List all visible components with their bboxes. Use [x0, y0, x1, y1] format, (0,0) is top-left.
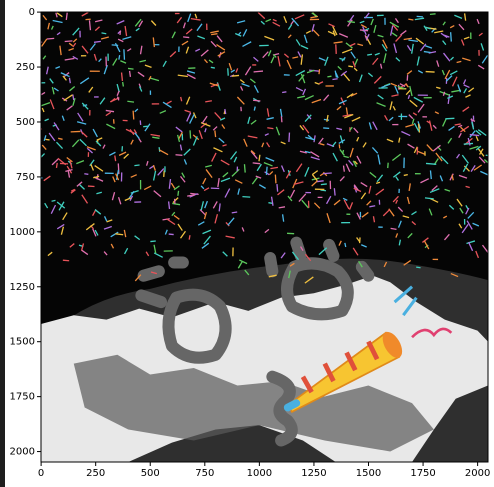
x-tick-label: 2000: [465, 468, 490, 479]
confetti-piece: [94, 41, 101, 42]
confetti-piece: [63, 260, 69, 261]
confetti-piece: [102, 33, 107, 34]
confetti-piece: [66, 13, 67, 20]
x-tick-label: 1500: [356, 468, 381, 479]
x-tick-label: 1000: [247, 468, 272, 479]
confetti-piece: [321, 184, 327, 185]
confetti-piece: [183, 37, 189, 38]
confetti-piece: [34, 141, 42, 147]
confetti-piece: [327, 76, 331, 77]
x-tick-label: 750: [195, 468, 214, 479]
confetti-piece: [189, 235, 190, 239]
x-tick-label: 250: [86, 468, 105, 479]
confetti-piece: [424, 52, 431, 53]
confetti-piece: [128, 68, 134, 69]
window-edge: [0, 0, 5, 487]
x-tick-label: 1750: [410, 468, 435, 479]
confetti-piece: [404, 175, 408, 176]
confetti-piece: [348, 66, 353, 67]
confetti-piece: [119, 55, 120, 60]
confetti-piece: [259, 155, 260, 162]
confetti-piece: [232, 75, 239, 76]
confetti-piece: [451, 32, 452, 41]
confetti-piece: [133, 111, 134, 120]
confetti-piece: [45, 139, 49, 140]
confetti-piece: [47, 38, 54, 39]
confetti-piece: [73, 94, 74, 100]
confetti-piece: [164, 170, 165, 177]
page: 0250500750100012501500175020000250500750…: [0, 0, 494, 487]
confetti-piece: [320, 190, 326, 191]
confetti-piece: [275, 175, 276, 184]
confetti-piece: [334, 188, 335, 195]
confetti-piece: [343, 166, 344, 172]
confetti-piece: [169, 201, 170, 209]
confetti-piece: [332, 79, 337, 80]
confetti-piece: [134, 165, 139, 166]
y-tick-label: 250: [16, 62, 35, 73]
confetti-piece: [176, 155, 183, 156]
confetti-piece: [123, 82, 124, 86]
confetti-piece: [253, 163, 261, 164]
confetti-piece: [232, 212, 237, 213]
figure: 0250500750100012501500175020000250500750…: [0, 0, 494, 487]
confetti-piece: [69, 78, 70, 83]
confetti-piece: [254, 71, 263, 72]
y-tick-label: 2000: [10, 447, 35, 458]
confetti-piece: [289, 133, 290, 142]
confetti-piece: [486, 155, 494, 156]
confetti-piece: [488, 254, 494, 257]
y-tick-label: 1000: [10, 227, 35, 238]
confetti-piece: [445, 118, 454, 119]
y-tick-label: 1250: [10, 282, 35, 293]
confetti-piece: [127, 101, 134, 102]
confetti-piece: [416, 267, 420, 268]
y-tick-label: 750: [16, 172, 35, 183]
confetti-piece: [178, 191, 179, 196]
confetti-piece: [254, 107, 255, 111]
y-tick-label: 0: [29, 7, 35, 18]
confetti-piece: [122, 72, 123, 80]
confetti-piece: [267, 128, 273, 129]
confetti-piece: [430, 170, 431, 179]
confetti-piece: [190, 130, 191, 138]
confetti-piece: [143, 126, 149, 127]
confetti-piece: [124, 49, 125, 59]
y-tick-label: 1750: [10, 392, 35, 403]
confetti-piece: [345, 243, 346, 247]
confetti-piece: [417, 16, 423, 17]
confetti-piece: [211, 67, 215, 68]
confetti-piece: [169, 234, 174, 235]
y-tick-label: 500: [16, 117, 35, 128]
confetti-piece: [65, 41, 73, 42]
confetti-piece: [277, 184, 278, 192]
y-tick-label: 1500: [10, 337, 35, 348]
confetti-piece: [130, 71, 131, 77]
confetti-piece: [115, 155, 116, 161]
confetti-piece: [52, 200, 56, 201]
x-tick-label: 1250: [301, 468, 326, 479]
confetti-piece: [244, 164, 245, 172]
x-tick-label: 500: [141, 468, 160, 479]
confetti-piece: [225, 109, 226, 114]
confetti-piece: [426, 163, 436, 164]
confetti-piece: [464, 143, 473, 144]
confetti-piece: [430, 14, 436, 15]
image: [34, 12, 494, 462]
confetti-piece: [367, 54, 372, 55]
confetti-piece: [408, 19, 413, 20]
confetti-piece: [215, 130, 216, 137]
confetti-piece: [84, 174, 88, 175]
confetti-piece: [323, 173, 332, 174]
confetti-piece: [150, 241, 155, 242]
confetti-piece: [115, 234, 123, 235]
confetti-piece: [253, 100, 260, 101]
confetti-piece: [319, 69, 320, 74]
x-tick-label: 0: [38, 468, 44, 479]
confetti-piece: [266, 167, 267, 175]
confetti-piece: [56, 163, 57, 168]
confetti-piece: [282, 92, 286, 93]
